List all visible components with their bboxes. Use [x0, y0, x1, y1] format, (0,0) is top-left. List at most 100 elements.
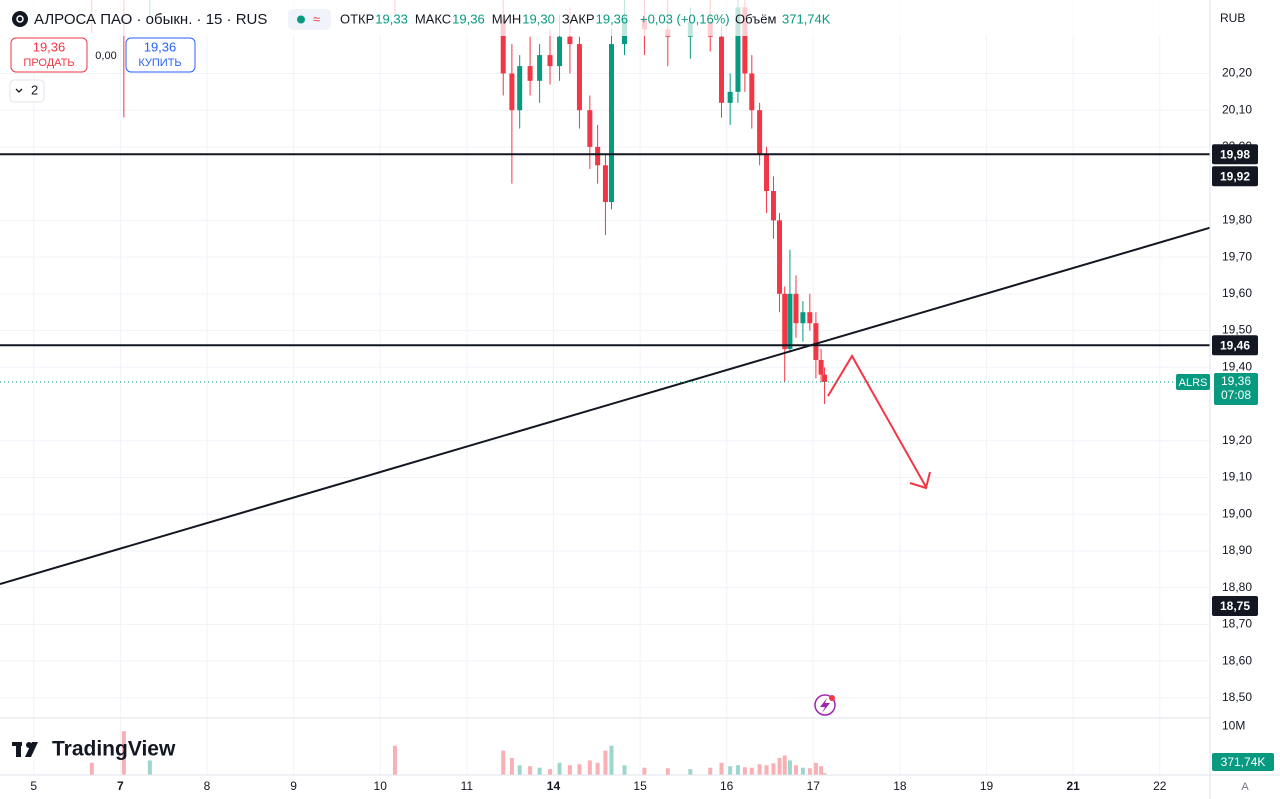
candle-body	[822, 374, 828, 382]
header-bg	[0, 0, 1205, 36]
candle-body	[818, 359, 824, 375]
level-label: 19,98	[1220, 147, 1250, 161]
x-tick-label: 10	[374, 779, 388, 793]
x-tick-label: 17	[807, 779, 821, 793]
volume-bar	[622, 765, 627, 775]
indicators-toggle[interactable]	[9, 79, 45, 103]
logo-mark	[25, 742, 38, 757]
candles	[91, 0, 828, 405]
x-tick-label: 7	[117, 779, 124, 793]
status-badge[interactable]	[288, 9, 331, 30]
last-volume-box	[1212, 753, 1274, 771]
ohlc-value: 19,36	[596, 11, 629, 26]
volume-bar	[537, 767, 542, 775]
status-icon: ≈	[313, 11, 320, 26]
level-label-box	[1212, 335, 1258, 356]
drawings	[0, 153, 1210, 585]
buy-button[interactable]	[125, 37, 196, 73]
last-volume-label: 371,74K	[1221, 755, 1266, 769]
volume-bar	[587, 760, 592, 775]
volume-bar	[688, 769, 693, 775]
alert-bolt	[820, 698, 830, 713]
volume-bar	[517, 765, 522, 775]
y-tick-label: 18,60	[1222, 653, 1252, 667]
candle-body	[587, 110, 593, 147]
ohlc-value: 19,36	[452, 11, 485, 26]
sell-label: ПРОДАТЬ	[23, 57, 74, 69]
volume-bar	[813, 762, 818, 775]
x-tick-label: 11	[461, 779, 474, 793]
candle-body	[777, 220, 783, 294]
ohlc-value: 19,33	[375, 11, 408, 26]
candle-body	[749, 73, 755, 111]
volume-bar	[595, 762, 600, 775]
level-label: 19,92	[1220, 169, 1250, 183]
candle-body	[742, 7, 748, 74]
change: +0,03 (+0,16%)	[640, 11, 730, 26]
status-dot	[297, 15, 305, 24]
candle-body	[770, 190, 776, 221]
currency: RUB	[1220, 11, 1245, 25]
sell-button[interactable]	[10, 37, 88, 73]
level-label-box	[1212, 166, 1258, 187]
volume-bar	[787, 760, 792, 775]
volume-tick-label: 10M	[1222, 718, 1245, 732]
volume-bar	[708, 767, 713, 775]
x-tick-label: 18	[893, 779, 907, 793]
ohlc-value: 19,30	[522, 11, 555, 26]
volume-bar	[735, 765, 740, 775]
volume-bar	[603, 750, 608, 775]
volume-bar	[392, 745, 397, 775]
volume-bar	[782, 755, 787, 775]
y-tick-label: 18,50	[1222, 690, 1252, 704]
volume-bar	[528, 766, 533, 775]
y-tick-label: 18,80	[1222, 580, 1252, 594]
candle-body	[800, 312, 806, 324]
volume-bar	[793, 765, 798, 775]
x-tick-label: 22	[1153, 779, 1167, 793]
y-tick-label: 19,70	[1222, 249, 1252, 263]
volume-bar	[557, 762, 562, 775]
x-tick-label: 9	[290, 779, 297, 793]
x-tick-label: 5	[30, 779, 37, 793]
volume-pane	[89, 731, 827, 775]
candle-body	[813, 323, 819, 360]
x-tick-label: 15	[633, 779, 647, 793]
last-price-label: 19,36	[1221, 374, 1251, 388]
volume-bar	[89, 762, 94, 775]
y-tick-label: 20,20	[1222, 66, 1252, 80]
symbol-title[interactable]: АЛРОСА ПАО · обыкн. · 15 · RUS	[34, 11, 267, 28]
y-tick-label: 18,90	[1222, 543, 1252, 557]
currency-button[interactable]	[1214, 6, 1254, 30]
candle-body	[782, 293, 788, 349]
volume-bar	[719, 762, 724, 775]
volume-bar	[609, 745, 614, 775]
y-tick-label: 18,70	[1222, 617, 1252, 631]
candle-body	[547, 55, 553, 67]
buy-label: КУПИТЬ	[138, 57, 181, 69]
volume-bar	[757, 764, 762, 775]
x-tick-label: 19	[980, 779, 994, 793]
x-tick-label: 8	[204, 779, 211, 793]
x-tick-label: 21	[1066, 779, 1080, 793]
y-tick-label: 19,60	[1222, 286, 1252, 300]
candle-body	[718, 36, 724, 103]
volume-value: 371,74K	[782, 11, 831, 26]
candle-body	[757, 110, 763, 155]
candle-body	[608, 44, 614, 203]
y-tick-label: 19,10	[1222, 470, 1252, 484]
volume-bar	[501, 750, 506, 775]
level-label-box	[1212, 144, 1258, 165]
candle-body	[764, 154, 770, 191]
candle-body	[517, 66, 523, 111]
spread: 0,00	[95, 50, 116, 62]
logo-text: TradingView	[52, 738, 176, 761]
auto-scale[interactable]: A	[1241, 781, 1249, 793]
logo-mark	[26, 742, 32, 748]
volume-bar	[800, 767, 805, 775]
candle-body	[576, 44, 582, 111]
volume-bar	[147, 760, 152, 775]
indicators-count: 2	[31, 82, 38, 97]
volume-caption: Объём	[735, 11, 776, 26]
